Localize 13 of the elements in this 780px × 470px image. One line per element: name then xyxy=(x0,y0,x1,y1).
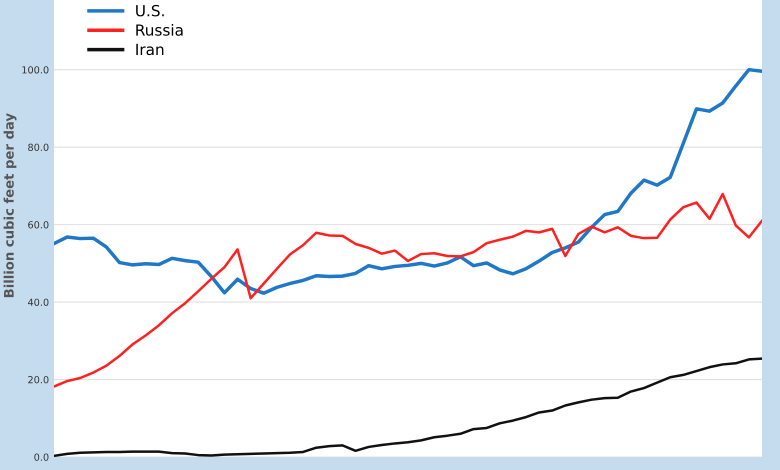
y-tick-label: 20.0 xyxy=(28,376,48,384)
y-tick-label: 0.0 xyxy=(34,453,48,461)
y-axis-title: Billion cubic feet per day xyxy=(4,113,16,298)
legend-label: U.S. xyxy=(136,4,164,16)
y-tick-label: 60.0 xyxy=(28,221,48,228)
y-tick-label: 100.0 xyxy=(22,66,48,74)
line-series xyxy=(54,192,762,388)
legend-label: Iran xyxy=(136,44,164,56)
line-series xyxy=(54,68,762,295)
legend-label: Russia xyxy=(136,24,183,36)
y-tick-label: 80.0 xyxy=(28,144,48,151)
line-series xyxy=(54,357,762,457)
y-tick-label: 40.0 xyxy=(28,298,48,306)
